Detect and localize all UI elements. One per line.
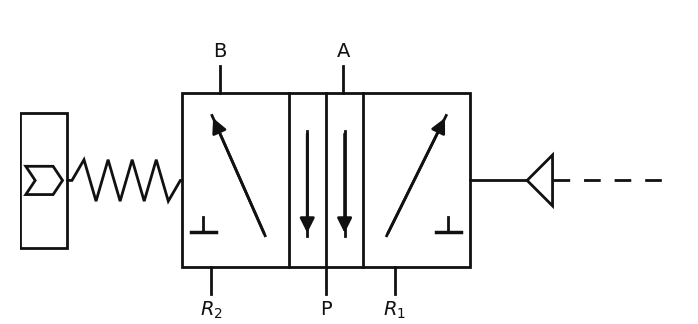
Text: $R_1$: $R_1$: [383, 300, 406, 321]
Text: B: B: [213, 42, 226, 61]
Bar: [182, 93, 470, 267]
Text: P: P: [320, 300, 332, 319]
Bar: [20, 112, 67, 248]
Text: A: A: [336, 42, 350, 61]
Text: $R_2$: $R_2$: [200, 300, 223, 321]
